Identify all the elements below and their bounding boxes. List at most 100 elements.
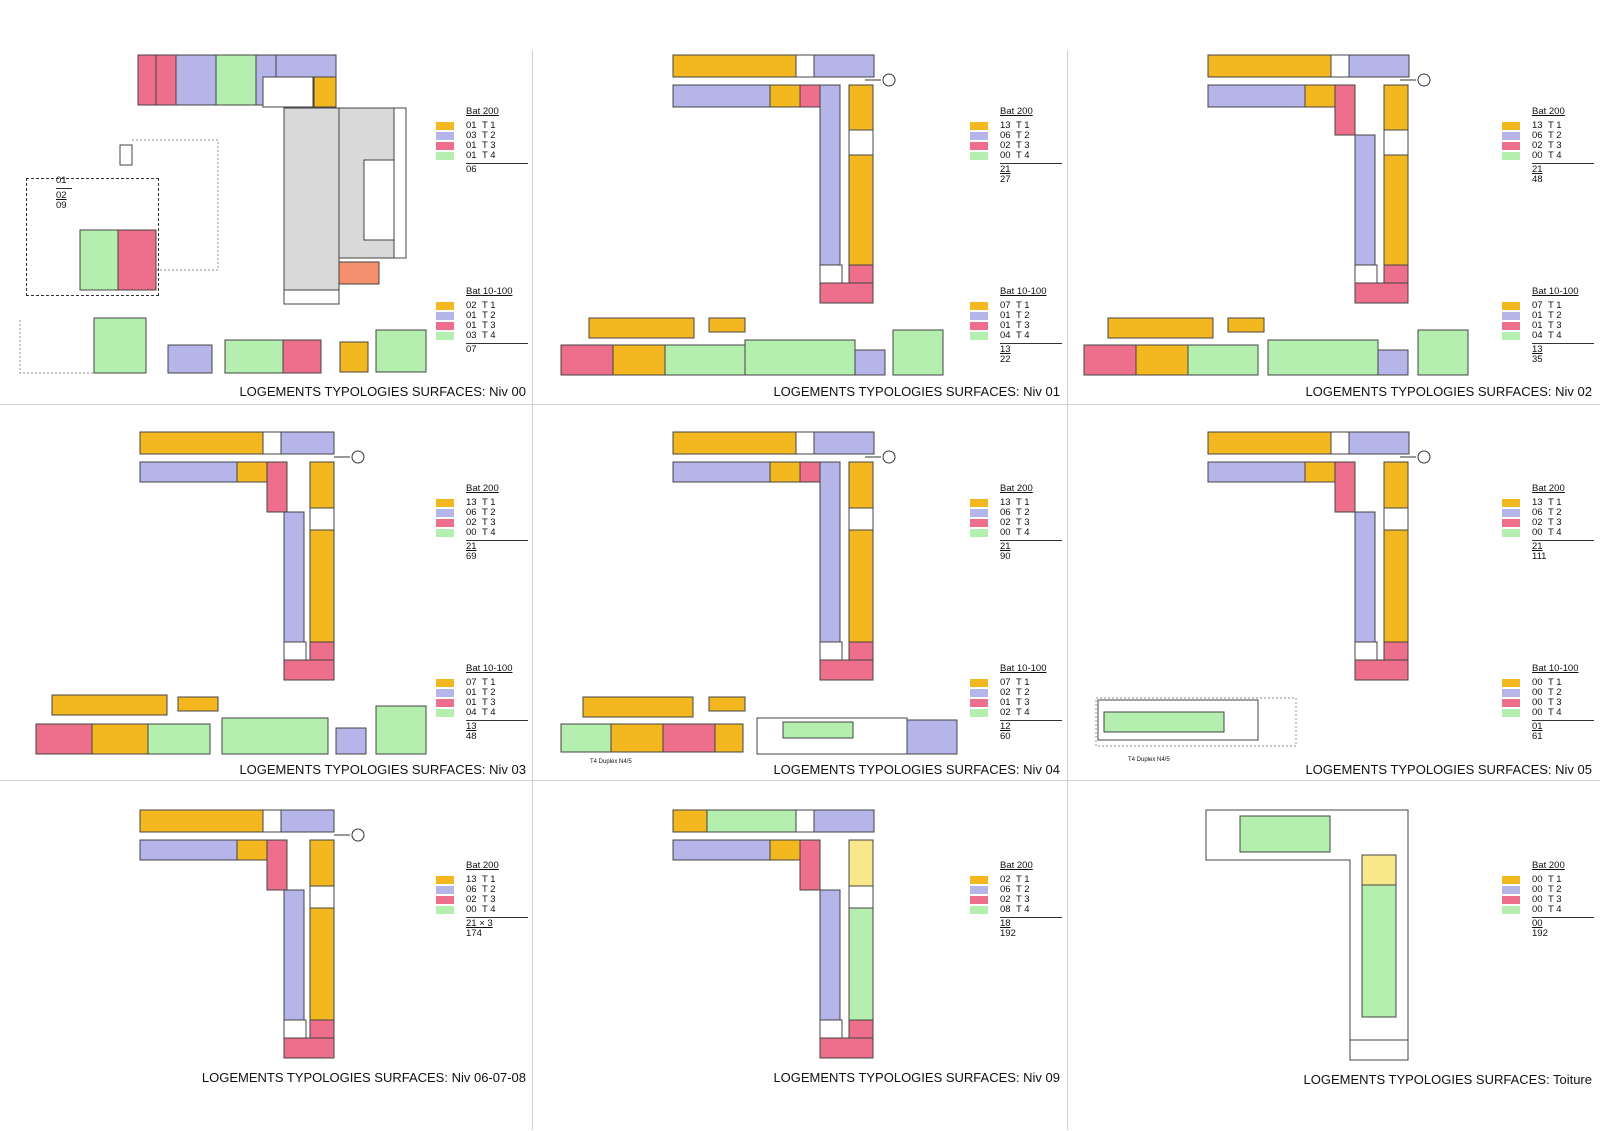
legend-row-t1: 07 T 1: [970, 678, 1062, 688]
legend-count: 00: [466, 527, 477, 538]
legend-row-t2: 06 T 2: [970, 508, 1062, 518]
inset-summary: 01 02 09: [56, 176, 72, 211]
legend-bat10-100: Bat 10-100 02 T 1 01 T 2 01 T 3 03 T 4 07: [436, 287, 528, 355]
legend-count: 00: [1532, 527, 1543, 538]
legend-row-t3: 02 T 3: [970, 895, 1062, 905]
legend-swatch: [436, 876, 454, 884]
legend-total: 48: [1532, 174, 1543, 185]
legend-type: T 4: [1548, 707, 1562, 718]
panel-title: LOGEMENTS TYPOLOGIES SURFACES: Niv 03: [239, 762, 526, 777]
legend-type: T 4: [482, 150, 496, 161]
legend-row-t3: 01 T 3: [970, 698, 1062, 708]
legend-swatch: [970, 689, 988, 697]
legend-count: 04: [1532, 330, 1543, 341]
legend-count: 13: [1000, 497, 1011, 508]
legend-rule: [466, 720, 528, 721]
legend-title: Bat 10-100: [1000, 286, 1047, 297]
legend-count: 02: [1000, 140, 1011, 151]
legend-type: T 3: [1016, 320, 1030, 331]
legend-rule: [1532, 720, 1594, 721]
legend-total: 48: [466, 731, 477, 742]
legend-type: T 3: [1548, 320, 1562, 331]
legend-row-t2: 01 T 2: [970, 311, 1062, 321]
legend-count: 06: [1000, 884, 1011, 895]
legend-title: Bat 200: [466, 860, 499, 871]
legend-type: T 2: [482, 687, 496, 698]
legend-row-t1: 13 T 1: [970, 498, 1062, 508]
legend-title: Bat 10-100: [1532, 663, 1579, 674]
legend-swatch: [970, 699, 988, 707]
legend-row-t3: 01 T 3: [436, 698, 528, 708]
legend-swatch: [1502, 509, 1520, 517]
legend-type: T 4: [1548, 150, 1562, 161]
legend-row-t4: 00 T 4: [436, 905, 528, 915]
legend-bat200: Bat 200 13 T 1 06 T 2 02 T 3 00 T 4 21 × 3 174: [436, 861, 528, 939]
legend-count: 13: [466, 874, 477, 885]
legend-rule: [466, 343, 528, 344]
legend-swatch: [970, 302, 988, 310]
legend-swatch: [970, 876, 988, 884]
legend-row-t2: 06 T 2: [970, 131, 1062, 141]
legend-type: T 2: [482, 310, 496, 321]
legend-type: T 1: [1016, 874, 1030, 885]
legend-swatch: [1502, 886, 1520, 894]
legend-rule: [1000, 540, 1062, 541]
legend-type: T 4: [1016, 527, 1030, 538]
legend-row-t2: 06 T 2: [436, 508, 528, 518]
legend-title: Bat 10-100: [1532, 286, 1579, 297]
legend-type: T 1: [482, 497, 496, 508]
legend-swatch: [1502, 906, 1520, 914]
legend-count: 06: [1000, 507, 1011, 518]
panel-title: LOGEMENTS TYPOLOGIES SURFACES: Toiture: [1303, 1072, 1593, 1087]
legend-swatch: [970, 332, 988, 340]
legend-count: 00: [1532, 707, 1543, 718]
legend-row-t4: 02 T 4: [970, 708, 1062, 718]
legend-row-t3: 02 T 3: [1502, 141, 1594, 151]
legend-swatch: [970, 509, 988, 517]
legend-type: T 4: [482, 330, 496, 341]
panel-title: LOGEMENTS TYPOLOGIES SURFACES: Niv 05: [1305, 762, 1592, 777]
legend-swatch: [1502, 876, 1520, 884]
legend-type: T 1: [1016, 677, 1030, 688]
legend-type: T 2: [1548, 310, 1562, 321]
floor-plan-niv00: [19, 54, 427, 374]
legend-subtotal: 00: [1532, 918, 1543, 929]
legend-swatch: [1502, 529, 1520, 537]
legend-count: 13: [1532, 120, 1543, 131]
legend-type: T 3: [1548, 894, 1562, 905]
legend-swatch: [970, 529, 988, 537]
legend-swatch: [970, 709, 988, 717]
legend-swatch: [436, 886, 454, 894]
legend-row-t3: 00 T 3: [1502, 698, 1594, 708]
legend-row-t4: 04 T 4: [1502, 331, 1594, 341]
legend-rule: [466, 163, 528, 164]
legend-count: 00: [1532, 874, 1543, 885]
legend-count: 08: [1000, 904, 1011, 915]
legend-bat200: Bat 200 13 T 1 06 T 2 02 T 3 00 T 4 21 48: [1502, 107, 1594, 185]
legend-type: T 2: [1016, 310, 1030, 321]
legend-swatch: [436, 529, 454, 537]
legend-swatch: [436, 689, 454, 697]
legend-total: 90: [1000, 551, 1011, 562]
legend-type: T 1: [482, 300, 496, 311]
legend-count: 01: [1000, 310, 1011, 321]
legend-row-t4: 08 T 4: [970, 905, 1062, 915]
legend-row-t2: 06 T 2: [1502, 131, 1594, 141]
legend-row-t4: 00 T 4: [1502, 151, 1594, 161]
legend-row-t1: 02 T 1: [970, 875, 1062, 885]
legend-row-t4: 00 T 4: [436, 528, 528, 538]
panel-title: LOGEMENTS TYPOLOGIES SURFACES: Niv 04: [773, 762, 1060, 777]
legend-swatch: [1502, 312, 1520, 320]
legend-row-t4: 04 T 4: [970, 331, 1062, 341]
legend-subtotal: 13: [466, 721, 477, 732]
legend-type: T 2: [1548, 687, 1562, 698]
legend-count: 00: [1532, 904, 1543, 915]
legend-type: T 4: [1016, 150, 1030, 161]
legend-type: T 3: [1548, 140, 1562, 151]
legend-title: Bat 200: [1532, 106, 1565, 117]
legend-bat10-100: Bat 10-100 07 T 1 01 T 2 01 T 3 04 T 4 13 22: [970, 287, 1062, 365]
legend-count: 04: [466, 707, 477, 718]
legend-count: 07: [466, 677, 477, 688]
legend-count: 01: [1532, 320, 1543, 331]
legend-bat10-100: Bat 10-100 07 T 1 01 T 2 01 T 3 04 T 4 13 48: [436, 664, 528, 742]
